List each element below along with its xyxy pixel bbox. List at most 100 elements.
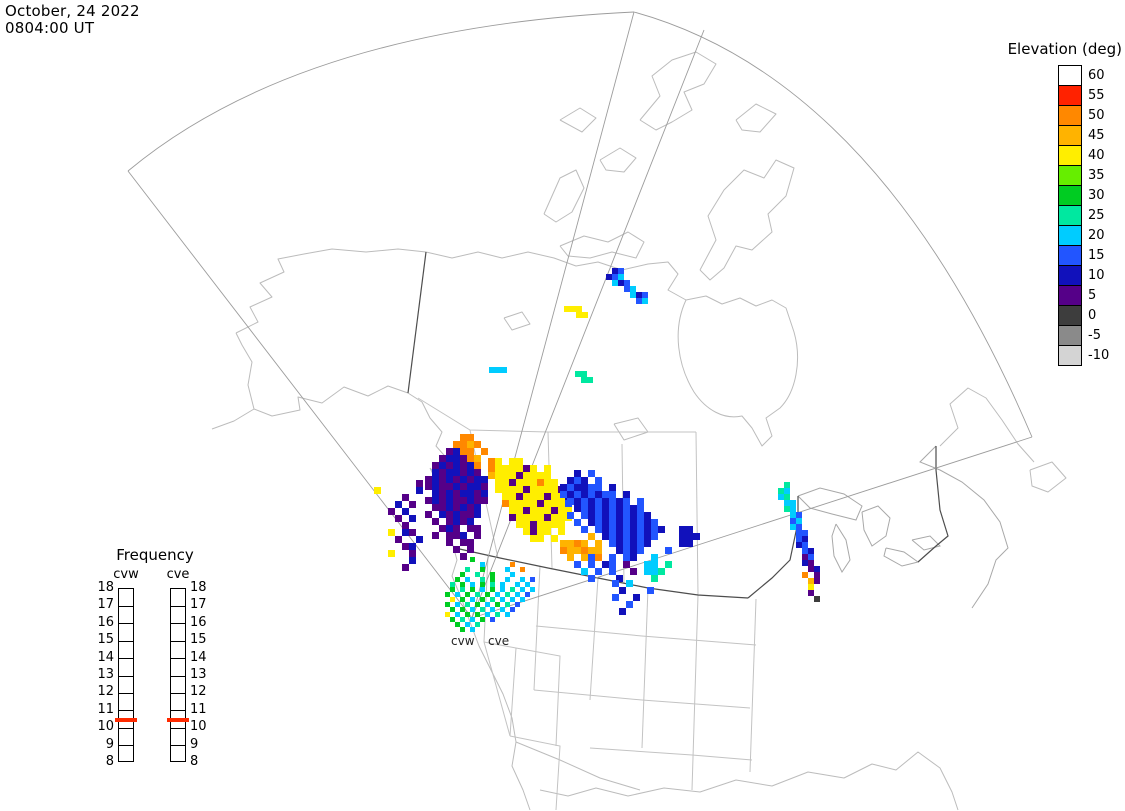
elevation-tick-label: 50 [1088,108,1105,123]
elevation-tick-label: 40 [1088,148,1105,163]
freq-tick-line [171,640,185,642]
freq-tick-label: 14 [190,649,207,665]
freq-tick-line [119,658,133,660]
elevation-legend-entry: 0 [1003,305,1125,326]
freq-tick-line [171,658,185,660]
freq-tick-label: 18 [97,580,114,595]
elevation-legend-entry: 35 [1003,165,1125,186]
elevation-legend-entry: 25 [1003,205,1125,226]
elevation-legend-entry: 5 [1003,285,1125,306]
elevation-color-swatch [1058,165,1082,186]
elevation-legend-entry: -10 [1003,345,1125,366]
elevation-legend-entry: 45 [1003,125,1125,146]
freq-tick-line [171,623,185,625]
freq-tick-label: 10 [97,719,114,735]
elevation-color-swatch [1058,305,1082,326]
freq-column-label-cve: cve [166,567,190,582]
frequency-legend-title: Frequency [116,546,194,564]
freq-tick-label: 8 [105,754,114,769]
elevation-tick-label: 20 [1088,228,1105,243]
elevation-legend-entry: -5 [1003,325,1125,346]
elevation-legend-entry: 15 [1003,245,1125,266]
elevation-color-swatch [1058,205,1082,226]
radar-site-label-cve: cve [488,634,510,648]
freq-tick-line [119,605,133,607]
elevation-tick-label: 60 [1088,68,1105,83]
elevation-color-swatch [1058,65,1082,86]
elevation-tick-label: -10 [1088,348,1110,363]
elevation-tick-label: 35 [1088,168,1105,183]
elevation-tick-label: 55 [1088,88,1105,103]
international-border-paths [407,251,949,599]
elevation-legend-entry: 40 [1003,145,1125,166]
freq-tick-line [171,692,185,694]
elevation-tick-label: 30 [1088,188,1105,203]
freq-tick-label: 15 [190,632,207,648]
elevation-legend-entry: 10 [1003,265,1125,286]
elevation-tick-label: 10 [1088,268,1105,283]
great-lakes-paths [797,445,1009,609]
freq-tick-line [171,710,185,712]
freq-tick-label: 9 [190,736,199,752]
freq-tick-line [171,605,185,607]
elevation-legend-entry: 50 [1003,105,1125,126]
freq-tick-label: 15 [97,632,114,648]
elevation-color-swatch [1058,145,1082,166]
freq-marker-cve [167,717,189,722]
freq-tick-line [119,710,133,712]
freq-tick-line [119,745,133,747]
freq-tick-line [119,640,133,642]
elevation-tick-label: 45 [1088,128,1105,143]
freq-tick-line [171,745,185,747]
freq-tick-label: 11 [97,701,114,717]
freq-tick-label: 13 [97,667,114,682]
elevation-color-swatch [1058,325,1082,346]
freq-tick-label: 12 [97,684,114,700]
elevation-legend-title: Elevation (deg) [1007,40,1122,58]
freq-tick-line [119,623,133,625]
elevation-legend: Elevation (deg) 60 55 50 45 40 35 30 25 20 15 10 5 0… [1003,40,1125,366]
state-border-paths [417,397,757,811]
elevation-color-swatch [1058,85,1082,106]
freq-tick-label: 16 [190,614,207,630]
freq-tick-line [119,727,133,729]
freq-tick-line [119,675,133,677]
freq-tick-label: 14 [97,649,114,665]
freq-tick-line [171,727,185,729]
elevation-color-swatch [1058,225,1082,246]
freq-tick-label: 17 [190,597,207,613]
timestamp-time: 0804:00 UT [5,19,95,37]
elevation-color-swatch [1058,285,1082,306]
elevation-color-swatch [1058,125,1082,146]
elevation-tick-label: 5 [1088,288,1097,303]
elevation-tick-label: -5 [1088,328,1101,343]
elevation-color-swatch [1058,265,1082,286]
freq-tick-label: 10 [190,719,207,735]
freq-tick-label: 8 [190,754,199,769]
coastline-paths [211,51,1067,811]
freq-scale-cve [167,588,189,762]
elevation-legend-entry: 55 [1003,85,1125,106]
freq-tick-label: 11 [190,701,207,717]
freq-column-label-cvw: cvw [113,567,139,582]
freq-tick-label: 13 [190,667,207,682]
frequency-legend: Frequency cvw cve 18 18 17 17 16 16 15 15 14 14 13… [90,546,220,776]
freq-tick-label: 9 [105,736,114,752]
freq-tick-label: 17 [97,597,114,613]
elevation-color-swatch [1058,185,1082,206]
elevation-legend-entry: 60 [1003,65,1125,86]
elevation-tick-label: 15 [1088,248,1105,263]
elevation-legend-entry: 30 [1003,185,1125,206]
timestamp-date: October, 24 2022 [5,2,140,20]
freq-tick-label: 12 [190,684,207,700]
elevation-legend-entry: 20 [1003,225,1125,246]
freq-tick-line [171,675,185,677]
radar-fov-lines [127,11,1033,619]
radar-site-label-cvw: cvw [451,634,475,648]
freq-marker-cvw [115,717,137,722]
freq-tick-label: 18 [190,580,207,595]
elevation-color-swatch [1058,105,1082,126]
elevation-colorbar: 60 55 50 45 40 35 30 25 20 15 10 5 0 -5 -10 [1003,65,1125,366]
